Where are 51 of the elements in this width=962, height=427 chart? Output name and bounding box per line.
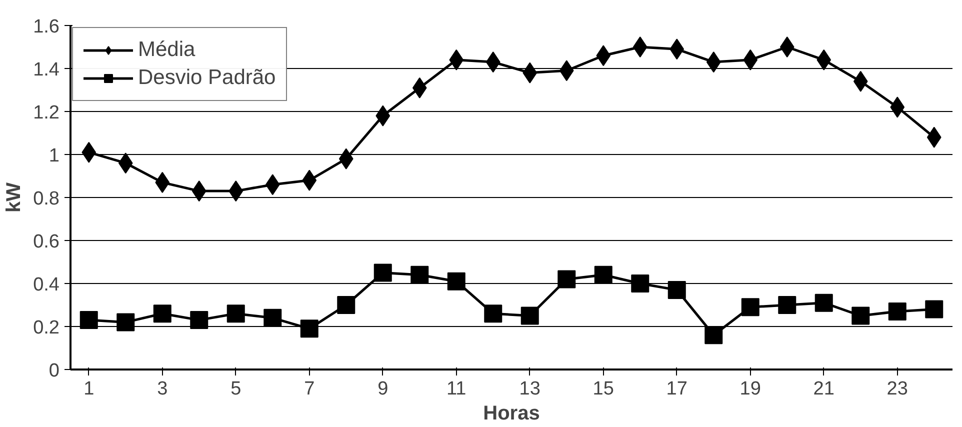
y-tick-label: 1.2 — [33, 102, 60, 124]
point — [226, 304, 245, 323]
point — [484, 304, 502, 323]
y-tick-label: 1.6 — [33, 16, 60, 38]
point — [888, 302, 906, 320]
point — [190, 311, 208, 330]
point — [447, 272, 466, 290]
x-tick-label: 17 — [666, 378, 688, 400]
point — [741, 298, 760, 316]
y-tick-label: 1.4 — [33, 60, 60, 80]
y-tick-label: 0 — [48, 360, 60, 382]
point — [814, 294, 833, 312]
point — [704, 326, 723, 344]
x-tick-label: 15 — [592, 378, 614, 400]
point — [80, 311, 98, 330]
x-tick-label: 19 — [740, 378, 761, 400]
y-tick-label: 0.4 — [33, 274, 60, 296]
point — [594, 266, 612, 284]
y-tick-label: 0.6 — [33, 232, 60, 252]
point — [520, 306, 539, 325]
point — [852, 306, 870, 325]
x-tick-label: 23 — [886, 378, 908, 400]
x-tick-label: 13 — [519, 378, 540, 400]
x-tick-label: 3 — [157, 378, 168, 400]
point — [374, 264, 392, 282]
point — [300, 320, 318, 338]
point — [632, 36, 648, 58]
point — [668, 280, 686, 299]
y-tick-label: 0.8 — [33, 188, 60, 210]
x-tick-label: 9 — [378, 378, 388, 400]
legend-label: Média — [138, 38, 196, 62]
point — [337, 296, 356, 314]
x-tick-label: 11 — [446, 378, 466, 400]
point — [778, 296, 796, 314]
y-tick-label: 1 — [48, 146, 60, 166]
y-tick-label: 0.2 — [33, 318, 60, 338]
y-axis-title: kW — [3, 182, 26, 212]
point — [558, 270, 576, 288]
point — [925, 300, 944, 318]
x-axis-title: Horas — [483, 402, 540, 424]
point — [264, 308, 282, 327]
point — [631, 274, 650, 292]
legend-label: Desvio Padrão — [138, 66, 276, 90]
x-tick-label: 7 — [304, 378, 315, 400]
x-tick-label: 1 — [84, 378, 94, 400]
x-tick-label: 21 — [813, 378, 834, 400]
point — [410, 266, 429, 284]
point — [116, 313, 135, 332]
point — [153, 304, 172, 323]
point — [780, 36, 794, 58]
x-tick-label: 5 — [230, 378, 242, 400]
